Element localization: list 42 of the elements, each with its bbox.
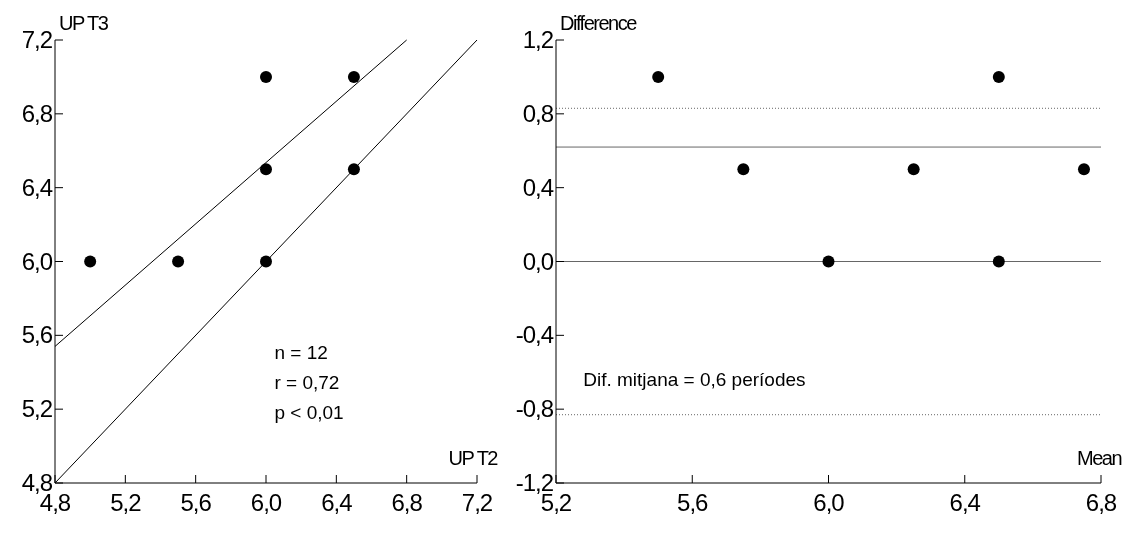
annotation: Dif. mitjana = 0,6 períodes bbox=[583, 368, 806, 390]
annotation: r = 0,72 bbox=[274, 371, 340, 393]
point bbox=[260, 70, 272, 83]
y-tick-label: -0,4 bbox=[515, 321, 554, 349]
point bbox=[652, 70, 665, 83]
x-tick-label: 6,4 bbox=[949, 489, 981, 516]
y-tick-label: 0,0 bbox=[522, 247, 554, 275]
x-tick-label: 6,8 bbox=[391, 489, 423, 516]
point bbox=[992, 255, 1005, 268]
point bbox=[260, 163, 272, 176]
point bbox=[1077, 163, 1090, 176]
point bbox=[992, 70, 1005, 83]
x-tick-label: 7,2 bbox=[461, 489, 493, 516]
y-tick-label: 6,4 bbox=[21, 173, 53, 201]
y-tick-label: 5,2 bbox=[21, 395, 53, 423]
x-tick-label: 6,4 bbox=[321, 489, 353, 516]
y-tick-label: 5,6 bbox=[21, 321, 53, 349]
y-tick-label: 0,4 bbox=[522, 173, 554, 201]
y-tick-label: 1,2 bbox=[522, 26, 554, 53]
point bbox=[84, 255, 97, 268]
y-tick-label: 0,8 bbox=[522, 99, 554, 127]
y-tick-label: 6,8 bbox=[21, 99, 53, 127]
y-axis-title: Difference bbox=[560, 12, 638, 34]
x-tick-label: 5,6 bbox=[677, 489, 709, 516]
x-tick-label: 6,0 bbox=[250, 489, 282, 516]
x-tick-label: 6,8 bbox=[1085, 489, 1117, 516]
x-tick-label: 5,6 bbox=[180, 489, 212, 516]
annotation: n = 12 bbox=[274, 341, 328, 363]
x-tick-label: 6,0 bbox=[813, 489, 845, 516]
point bbox=[172, 255, 185, 268]
y-tick-label: 6,0 bbox=[21, 247, 53, 275]
y-tick-label: -0,8 bbox=[515, 395, 554, 423]
point bbox=[907, 163, 920, 176]
point bbox=[347, 70, 360, 83]
x-tick-label: 5,2 bbox=[110, 489, 142, 516]
x-axis-title: Mean bbox=[1076, 447, 1122, 469]
point bbox=[822, 255, 835, 268]
annotation: p < 0,01 bbox=[274, 401, 344, 423]
y-tick-label: 7,2 bbox=[21, 26, 53, 53]
point bbox=[737, 163, 750, 176]
x-axis-title: UP T2 bbox=[448, 447, 499, 469]
y-axis-title: UP T3 bbox=[59, 12, 109, 34]
